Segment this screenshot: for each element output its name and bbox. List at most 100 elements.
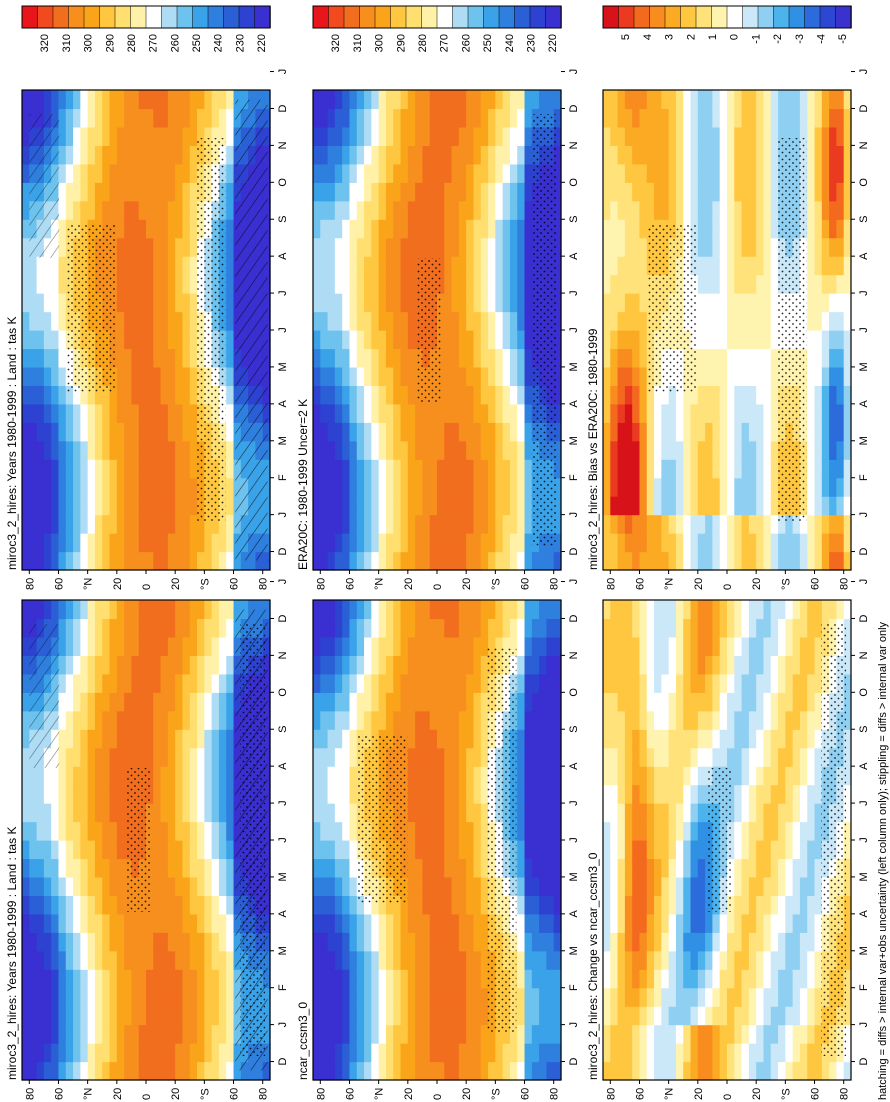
heatmap-cell <box>204 840 213 860</box>
month-tick-label: D <box>277 614 289 622</box>
heatmap-cell <box>51 895 60 915</box>
month-tick-label: J <box>568 327 580 333</box>
heatmap-cell <box>182 311 191 331</box>
heatmap-cell <box>334 422 343 442</box>
heatmap-cell <box>393 311 402 331</box>
heatmap-cell <box>444 913 453 933</box>
heatmap-cell <box>320 385 329 405</box>
heatmap-cell <box>334 108 343 128</box>
heatmap-cell <box>690 440 699 460</box>
heatmap-cell <box>116 163 125 183</box>
lat-tick-label: 20 <box>112 578 124 590</box>
lat-tick-label: 20 <box>112 1088 124 1100</box>
heatmap-cell <box>624 710 633 730</box>
heatmap-cell <box>675 496 684 516</box>
heatmap-cell <box>87 636 96 656</box>
heatmap-cell <box>661 840 670 860</box>
heatmap-cell <box>116 385 125 405</box>
heatmap-cell <box>58 1006 67 1026</box>
heatmap-cell <box>553 1043 562 1063</box>
heatmap-cell <box>65 163 74 183</box>
heatmap-cell <box>109 710 118 730</box>
heatmap-cell <box>102 729 111 749</box>
heatmap-cell <box>727 477 735 497</box>
heatmap-cell <box>646 692 655 712</box>
heatmap-cell <box>109 600 118 620</box>
heatmap-cell <box>204 108 213 128</box>
heatmap-cell <box>466 932 475 952</box>
heatmap-cell <box>211 618 220 638</box>
heatmap-cell <box>785 90 794 110</box>
heatmap-cell <box>334 182 343 202</box>
heatmap-cell <box>646 913 655 933</box>
heatmap-cell <box>160 330 169 350</box>
heatmap-cell <box>488 219 496 239</box>
heatmap-cell <box>741 274 750 294</box>
heatmap-cell <box>182 237 191 257</box>
heatmap-cell <box>138 182 147 202</box>
heatmap-cell <box>342 1024 351 1044</box>
p4-title: miroc3_2_hires: Years 1980-1999 : Land :… <box>5 827 19 1081</box>
heatmap-cell <box>146 440 154 460</box>
heatmap-cell <box>400 987 409 1007</box>
month-tick-label: J <box>568 800 580 806</box>
heatmap-cell <box>73 126 81 146</box>
heatmap-cell <box>175 385 184 405</box>
heatmap-cell <box>661 422 670 442</box>
heatmap-cell <box>524 514 533 534</box>
heatmap-cell <box>466 840 475 860</box>
heatmap-cell <box>727 293 735 313</box>
heatmap-cell <box>182 1061 191 1081</box>
heatmap-cell <box>327 858 336 878</box>
heatmap-cell <box>632 440 641 460</box>
heatmap-cell <box>218 636 227 656</box>
heatmap-cell <box>610 655 619 675</box>
heatmap-cell <box>675 784 684 804</box>
heatmap-cell <box>109 1043 118 1063</box>
heatmap-cell <box>167 932 176 952</box>
heatmap-cell <box>639 1024 648 1044</box>
lat-tick-label: °N <box>374 1088 386 1100</box>
heatmap-cell <box>167 1024 176 1044</box>
heatmap-cell <box>539 784 548 804</box>
heatmap-cell <box>80 422 89 442</box>
heatmap-cell <box>415 969 424 989</box>
heatmap-cell <box>509 1061 518 1081</box>
heatmap-cell <box>153 784 162 804</box>
heatmap-cell <box>843 293 852 313</box>
heatmap-cell <box>675 1061 684 1081</box>
heatmap-cell <box>226 477 235 497</box>
heatmap-cell <box>87 422 96 442</box>
heatmap-cell <box>473 803 482 823</box>
heatmap-cell <box>407 618 416 638</box>
heatmap-cell <box>517 932 526 952</box>
heatmap-cell <box>495 274 504 294</box>
heatmap-cell <box>466 459 475 479</box>
heatmap-cell <box>712 459 721 479</box>
heatmap-cell <box>226 673 235 693</box>
heatmap-cell <box>422 803 431 823</box>
heatmap-cell <box>22 913 30 933</box>
heatmap-cell <box>407 459 416 479</box>
heatmap-cell <box>719 90 728 110</box>
heatmap-cell <box>829 330 838 350</box>
heatmap-cell <box>36 876 45 896</box>
heatmap-cell <box>407 729 416 749</box>
heatmap-cell <box>51 600 60 620</box>
heatmap-cell <box>226 1061 235 1081</box>
heatmap-cell <box>211 1006 220 1026</box>
heatmap-cell <box>509 366 518 386</box>
heatmap-cell <box>610 256 619 276</box>
heatmap-cell <box>712 348 721 368</box>
heatmap-cell <box>364 1043 372 1063</box>
heatmap-cell <box>444 366 453 386</box>
heatmap-cell <box>415 422 424 442</box>
heatmap-cell <box>705 385 714 405</box>
heatmap-cell <box>102 784 111 804</box>
heatmap-cell <box>138 729 147 749</box>
heatmap-cell <box>204 1043 213 1063</box>
heatmap-cell <box>624 385 633 405</box>
heatmap-cell <box>466 784 475 804</box>
heatmap-cell <box>646 477 655 497</box>
heatmap-cell <box>349 163 358 183</box>
